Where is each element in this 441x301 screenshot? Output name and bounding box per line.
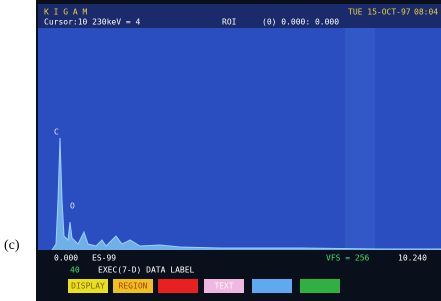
command: EXEC(7-D) DATA LABEL [98,266,195,275]
time: 08:04 [414,8,438,17]
brand: K I G A M [44,8,88,17]
marker-label: O [70,202,75,211]
date: TUE 15-OCT-97 [348,8,411,17]
figure: (c) C O K I G A M Cursor:10 230keV = 4 R… [0,0,441,301]
roi-value: (0) 0.000: 0.000 [262,18,339,27]
figure-label: (c) [4,238,20,253]
marker-label: C [54,128,59,137]
spectrum-name: ES-99 [92,254,116,263]
button-label[interactable]: DISPLAY [71,282,105,291]
plot-area [38,28,441,250]
x-end: 10.240 [398,254,427,263]
button[interactable] [252,279,292,293]
button[interactable] [158,279,198,293]
button[interactable] [300,279,340,293]
button-label[interactable]: TEXT [214,282,233,291]
cursor-readout: Cursor:10 230keV = 4 [44,18,141,27]
vfs: VFS = 256 [326,254,370,263]
glare [345,28,375,250]
button-label[interactable]: REGION [119,282,148,291]
roi-label: ROI [222,18,237,27]
count: 40 [70,266,80,275]
x-start: 0.000 [54,254,78,263]
